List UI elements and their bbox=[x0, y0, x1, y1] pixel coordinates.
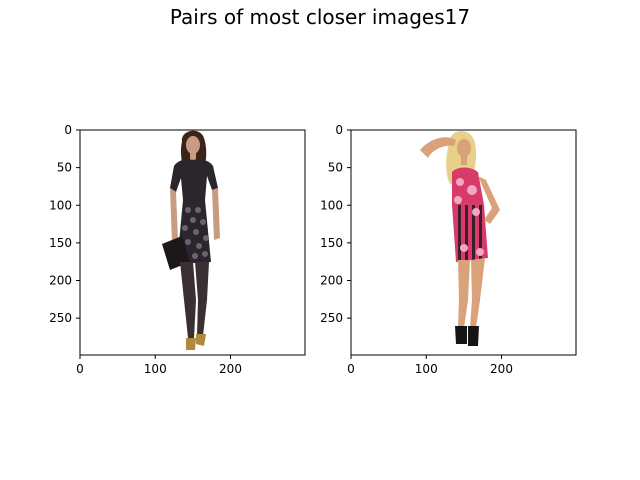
right-x-tick-label: 100 bbox=[415, 362, 438, 376]
left-y-tick-label: 250 bbox=[49, 311, 72, 325]
right-y-tick-label: 250 bbox=[320, 311, 343, 325]
right-x-tick-label: 0 bbox=[347, 362, 355, 376]
left-x-tick-label: 200 bbox=[219, 362, 242, 376]
right-photo bbox=[420, 131, 500, 346]
left-image-axes: 0 100 200 0 50 100 150 200 250 bbox=[49, 123, 306, 376]
right-y-tick-label: 50 bbox=[328, 161, 343, 175]
left-y-tick-label: 0 bbox=[64, 123, 72, 137]
figure-title: Pairs of most closer images17 bbox=[169, 5, 471, 29]
right-y-tick-label: 0 bbox=[335, 123, 343, 137]
left-y-tick-label: 200 bbox=[49, 274, 72, 288]
right-y-tick-label: 100 bbox=[320, 198, 343, 212]
right-image-axes: 0 100 200 0 50 100 150 200 250 bbox=[320, 123, 577, 376]
left-x-tick-label: 100 bbox=[144, 362, 167, 376]
left-axes-ticks: 0 100 200 0 50 100 150 200 250 bbox=[49, 123, 242, 376]
left-y-tick-label: 100 bbox=[49, 198, 72, 212]
right-x-tick-label: 200 bbox=[490, 362, 513, 376]
left-x-tick-label: 0 bbox=[76, 362, 84, 376]
right-axes-ticks: 0 100 200 0 50 100 150 200 250 bbox=[320, 123, 513, 376]
left-photo bbox=[162, 130, 220, 350]
left-y-tick-label: 150 bbox=[49, 236, 72, 250]
right-y-tick-label: 200 bbox=[320, 274, 343, 288]
right-y-tick-label: 150 bbox=[320, 236, 343, 250]
left-y-tick-label: 50 bbox=[57, 161, 72, 175]
